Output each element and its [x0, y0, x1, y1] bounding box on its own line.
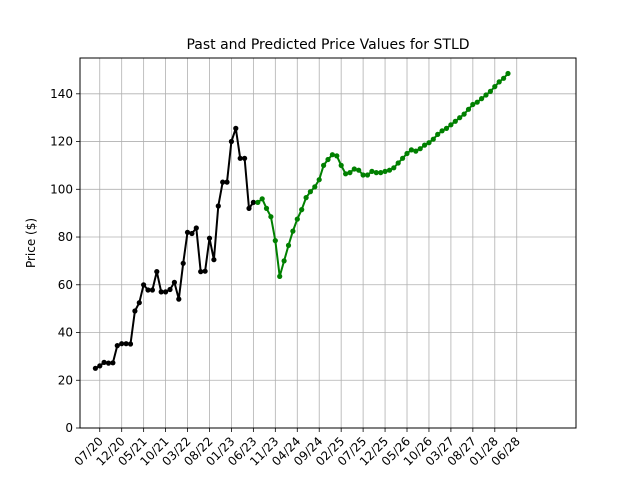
data-point [330, 152, 335, 157]
data-point [404, 151, 409, 156]
data-point [194, 225, 199, 230]
data-point [365, 172, 370, 177]
data-point [172, 280, 177, 285]
data-point [154, 269, 159, 274]
data-point [132, 308, 137, 313]
data-point [431, 137, 436, 142]
data-point [181, 261, 186, 266]
data-point [229, 139, 234, 144]
data-point [483, 92, 488, 97]
data-point [141, 282, 146, 287]
data-point [312, 184, 317, 189]
data-point [304, 195, 309, 200]
data-point [457, 115, 462, 120]
data-point [93, 366, 98, 371]
data-point [321, 163, 326, 168]
y-tick-label: 100 [50, 182, 73, 196]
data-point [233, 126, 238, 131]
data-point [189, 231, 194, 236]
data-point [277, 274, 282, 279]
data-point [347, 170, 352, 175]
data-point [435, 132, 440, 137]
data-point [264, 206, 269, 211]
data-point [224, 180, 229, 185]
data-point [409, 147, 414, 152]
data-point [211, 257, 216, 262]
data-point [378, 170, 383, 175]
data-point [286, 243, 291, 248]
y-tick-label: 80 [58, 230, 73, 244]
data-point [295, 217, 300, 222]
y-tick-label: 20 [58, 373, 73, 387]
data-point [334, 153, 339, 158]
data-point [317, 177, 322, 182]
data-point [167, 287, 172, 292]
data-point [426, 140, 431, 145]
data-point [352, 166, 357, 171]
data-point [260, 196, 265, 201]
data-point [203, 269, 208, 274]
data-point [462, 112, 467, 117]
data-point [163, 289, 168, 294]
data-point [339, 163, 344, 168]
y-tick-label: 140 [50, 87, 73, 101]
data-point [356, 168, 361, 173]
data-point [501, 76, 506, 81]
data-point [102, 360, 107, 365]
data-point [418, 146, 423, 151]
data-point [488, 89, 493, 94]
data-point [268, 214, 273, 219]
data-point [413, 149, 418, 154]
data-point [97, 363, 102, 368]
data-point [176, 297, 181, 302]
data-point [110, 360, 115, 365]
data-point [383, 169, 388, 174]
chart-title: Past and Predicted Price Values for STLD [186, 37, 469, 53]
data-point [369, 169, 374, 174]
data-point [492, 84, 497, 89]
data-point [470, 102, 475, 107]
y-tick-label: 60 [58, 278, 73, 292]
data-point [128, 341, 133, 346]
data-point [255, 200, 260, 205]
data-point [216, 203, 221, 208]
data-point [400, 156, 405, 161]
data-point [325, 157, 330, 162]
data-point [497, 79, 502, 84]
data-point [246, 206, 251, 211]
data-point [242, 156, 247, 161]
y-axis-label: Price ($) [24, 218, 38, 268]
data-point [308, 189, 313, 194]
data-point [448, 122, 453, 127]
data-point [505, 71, 510, 76]
data-point [444, 126, 449, 131]
data-point [282, 258, 287, 263]
data-point [440, 128, 445, 133]
data-point [290, 229, 295, 234]
data-point [198, 269, 203, 274]
data-point [299, 207, 304, 212]
data-point [207, 236, 212, 241]
data-point [475, 100, 480, 105]
data-point [185, 230, 190, 235]
y-tick-label: 40 [58, 326, 73, 340]
y-tick-label: 0 [65, 421, 73, 435]
y-tick-label: 120 [50, 135, 73, 149]
data-point [422, 143, 427, 148]
data-point [137, 300, 142, 305]
data-point [396, 160, 401, 165]
data-point [391, 165, 396, 170]
data-point [453, 119, 458, 124]
data-point [273, 238, 278, 243]
data-point [150, 287, 155, 292]
data-point [466, 107, 471, 112]
data-point [479, 96, 484, 101]
